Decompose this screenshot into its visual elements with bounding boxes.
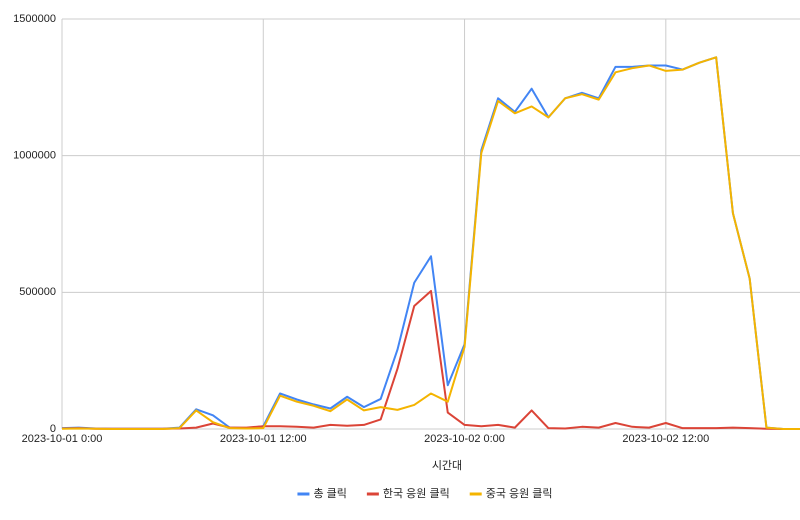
series-line: [61, 56, 800, 430]
legend-label: 총 클릭: [313, 487, 346, 500]
x-tick-label: 2023-10-02 12:00: [622, 433, 709, 445]
y-tick-label: 500000: [19, 286, 56, 298]
legend-label: 한국 응원 클릭: [383, 487, 450, 500]
y-tick-label: 1000000: [13, 150, 56, 162]
series-line: [61, 289, 800, 430]
series-line: [61, 56, 800, 430]
x-axis-label: 시간대: [432, 459, 462, 472]
x-tick-label: 2023-10-01 12:00: [220, 433, 307, 445]
x-tick-label: 2023-10-02 0:00: [424, 433, 505, 445]
y-tick-label: 1500000: [13, 13, 56, 25]
y-tick-label: 0: [50, 423, 56, 435]
x-tick-label: 2023-10-01 0:00: [22, 433, 103, 445]
legend-label: 중국 응원 클릭: [486, 487, 553, 500]
